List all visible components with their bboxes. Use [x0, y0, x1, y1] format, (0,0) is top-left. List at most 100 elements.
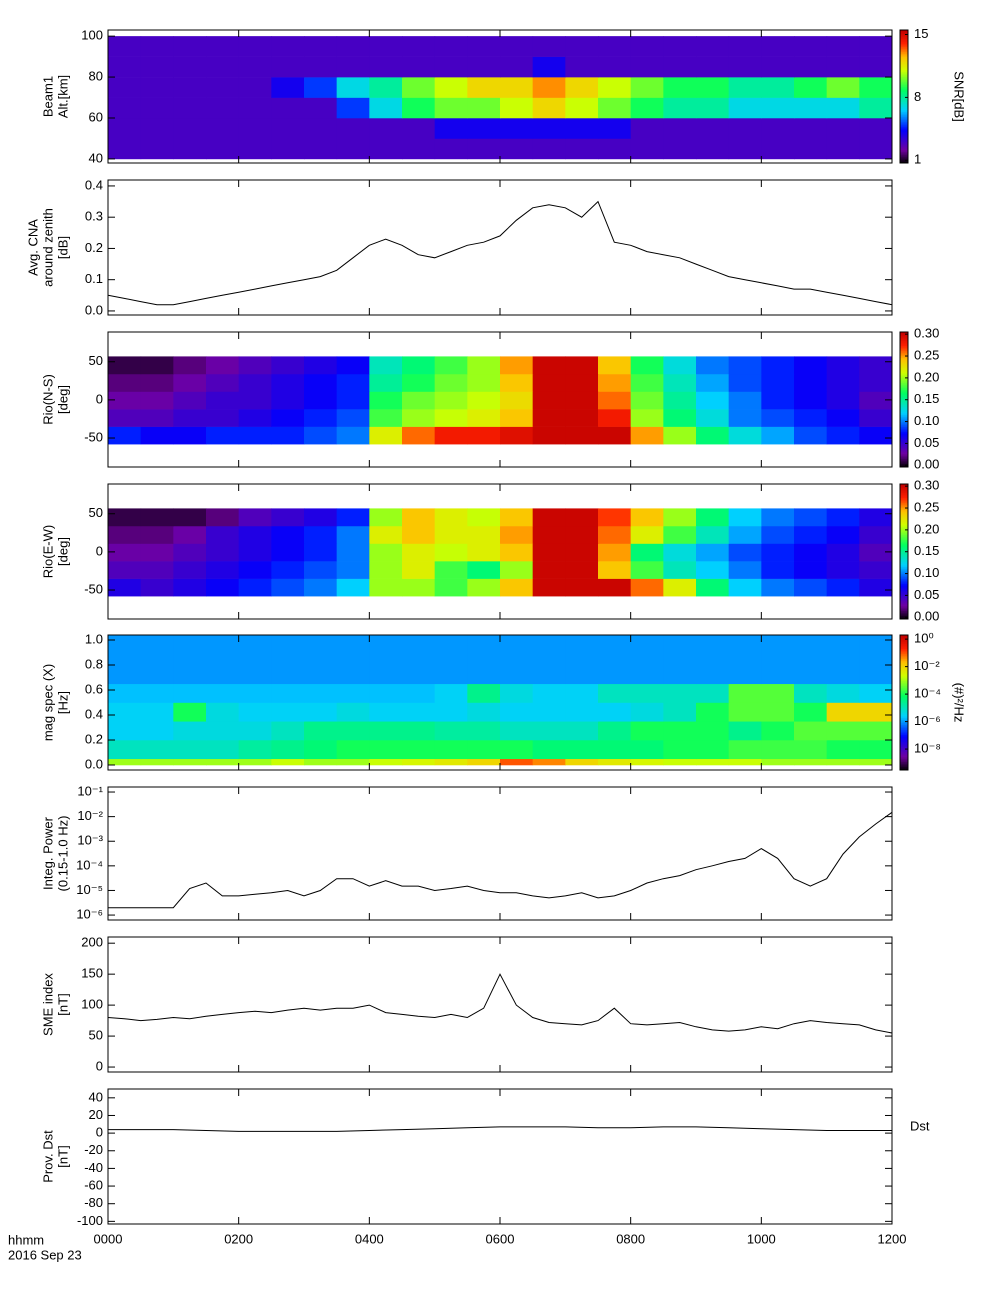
heatmap-cell	[402, 117, 436, 139]
colorbar-segment	[900, 695, 908, 698]
heatmap-cell	[238, 97, 272, 119]
heatmap-cell	[598, 356, 632, 375]
colorbar-segment	[900, 600, 908, 603]
y-axis-label: mag spec (X)	[40, 664, 55, 741]
colorbar-segment	[900, 746, 908, 749]
heatmap-cell	[859, 117, 893, 139]
colorbar-tick-label: 1	[914, 152, 921, 167]
heatmap-cell	[467, 740, 501, 760]
heatmap-cell	[304, 138, 338, 160]
colorbar-segment	[900, 581, 908, 585]
heatmap-cell	[140, 740, 174, 760]
heatmap-cell	[336, 426, 370, 445]
heatmap-cell	[336, 138, 370, 160]
y-tick-label: 80	[89, 68, 103, 83]
heatmap-cell	[173, 702, 207, 722]
colorbar-segment	[900, 448, 908, 451]
colorbar-segment	[900, 678, 908, 682]
heatmap-cell	[565, 578, 599, 597]
heatmap-cell	[565, 97, 599, 119]
colorbar-segment	[900, 161, 908, 164]
heatmap-cell	[304, 635, 338, 685]
colorbar-tick-label: 0.15	[914, 391, 939, 406]
data-line	[108, 811, 893, 909]
heatmap-cell	[532, 97, 566, 119]
heatmap-cell	[173, 561, 207, 579]
colorbar-segment	[900, 94, 908, 97]
heatmap-cell	[663, 578, 697, 597]
colorbar-segment	[900, 121, 908, 124]
heatmap-cell	[826, 508, 860, 527]
colorbar-segment	[900, 512, 908, 515]
heatmap-cell	[304, 543, 338, 562]
colorbar-segment	[900, 546, 908, 549]
colorbar-tick-label: 10⁻²	[914, 658, 940, 673]
colorbar-segment	[900, 590, 908, 593]
heatmap-cell	[336, 543, 370, 562]
y-tick-label: -20	[84, 1142, 103, 1157]
colorbar-segment	[900, 517, 908, 520]
heatmap-cell	[663, 543, 697, 562]
heatmap-cell	[173, 508, 207, 527]
colorbar-segment	[900, 516, 908, 519]
heatmap-cell	[271, 36, 305, 57]
colorbar-segment	[900, 499, 908, 502]
colorbar-segment	[900, 158, 908, 161]
y-axis-label: [Hz]	[55, 691, 70, 714]
colorbar-segment	[900, 335, 908, 338]
heatmap-cell	[304, 578, 338, 597]
y-tick-label: 0	[96, 1058, 103, 1073]
colorbar-segment	[900, 573, 908, 576]
heatmap-cell	[663, 702, 697, 722]
heatmap-cell	[565, 508, 599, 527]
heatmap-cell	[728, 97, 762, 119]
heatmap-cell	[728, 740, 762, 760]
heatmap-cell	[761, 740, 795, 760]
colorbar-segment	[900, 568, 908, 571]
colorbar-segment	[900, 53, 908, 56]
colorbar-segment	[900, 583, 908, 586]
heatmap-cell	[336, 356, 370, 375]
heatmap-cell	[826, 36, 860, 57]
heatmap-cell	[761, 77, 795, 98]
heatmap-cell	[532, 36, 566, 57]
heatmap-cell	[696, 356, 730, 375]
colorbar-segment	[900, 89, 908, 93]
heatmap-cell	[108, 36, 142, 57]
colorbar-segment	[900, 443, 908, 446]
heatmap-cell	[140, 561, 174, 579]
heatmap-cell	[859, 578, 893, 597]
heatmap-cell	[434, 97, 468, 119]
colorbar-segment	[900, 63, 908, 66]
heatmap-cell	[859, 702, 893, 722]
heatmap-cell	[500, 543, 534, 562]
heatmap-cell	[238, 508, 272, 527]
heatmap-cell	[794, 391, 828, 410]
heatmap-cell	[140, 426, 174, 445]
colorbar-segment	[900, 333, 908, 336]
colorbar-segment	[900, 411, 908, 414]
colorbar-segment	[900, 99, 908, 102]
y-tick-label: 0	[96, 543, 103, 558]
colorbar-segment	[900, 754, 908, 757]
y-tick-label: 50	[89, 353, 103, 368]
y-tick-label: 50	[89, 1028, 103, 1043]
colorbar-segment	[900, 544, 908, 547]
heatmap-cell	[859, 77, 893, 98]
colorbar-segment	[900, 764, 908, 768]
colorbar-segment	[900, 605, 908, 608]
colorbar-segment	[900, 531, 908, 534]
heatmap-cell	[238, 578, 272, 597]
heatmap-cell	[565, 683, 599, 703]
heatmap-cell	[565, 56, 599, 78]
series-label: Dst	[910, 1118, 930, 1133]
heatmap-cell	[728, 391, 762, 410]
heatmap-cell	[728, 578, 762, 597]
colorbar-segment	[900, 116, 908, 119]
colorbar-segment	[900, 434, 908, 438]
heatmap-cell	[206, 578, 240, 597]
colorbar-segment	[900, 355, 908, 358]
heatmap-cell	[304, 356, 338, 375]
colorbar-segment	[900, 151, 908, 154]
